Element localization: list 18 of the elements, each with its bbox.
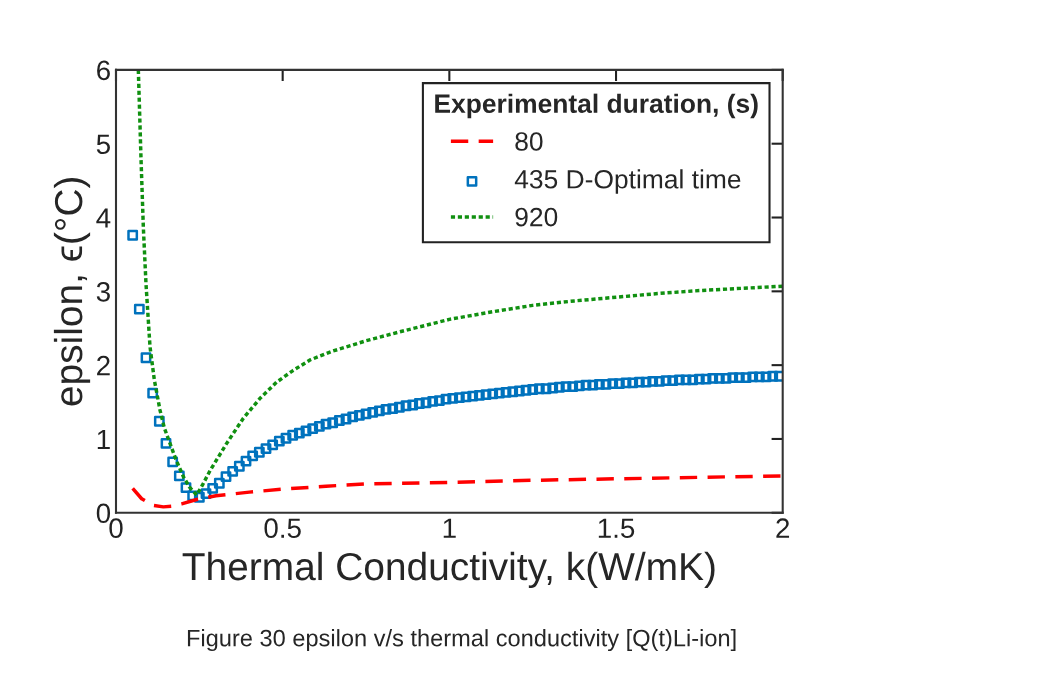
- legend-label: 80: [515, 132, 543, 151]
- x-tick-label: 1.5: [598, 518, 635, 539]
- x-axis-title: Thermal Conductivity, k(W/mK): [182, 551, 715, 589]
- y-tick-label: 2: [97, 355, 110, 376]
- y-tick-label: 6: [97, 60, 110, 81]
- y-axis-title: epsilon, ϵ(°C): [53, 177, 91, 406]
- y-tick-label: 3: [96, 282, 110, 302]
- x-tick-label: 0.5: [264, 518, 301, 539]
- y-tick-label: 1: [97, 429, 110, 450]
- y-tick-label: 5: [96, 134, 110, 155]
- legend-label: 920: [515, 207, 558, 227]
- legend-label: 435 D-Optimal time: [514, 169, 741, 194]
- legend-title: Experimental duration, (s): [435, 93, 758, 119]
- caption: Figure 30 epsilon v/s thermal conductivity [Q(t)Li-ion]: [187, 629, 736, 652]
- y-tick-label: 0: [96, 503, 111, 524]
- x-tick-label: 2: [776, 518, 790, 538]
- x-tick-label: 1: [443, 518, 456, 538]
- y-tick-label: 4: [96, 208, 111, 228]
